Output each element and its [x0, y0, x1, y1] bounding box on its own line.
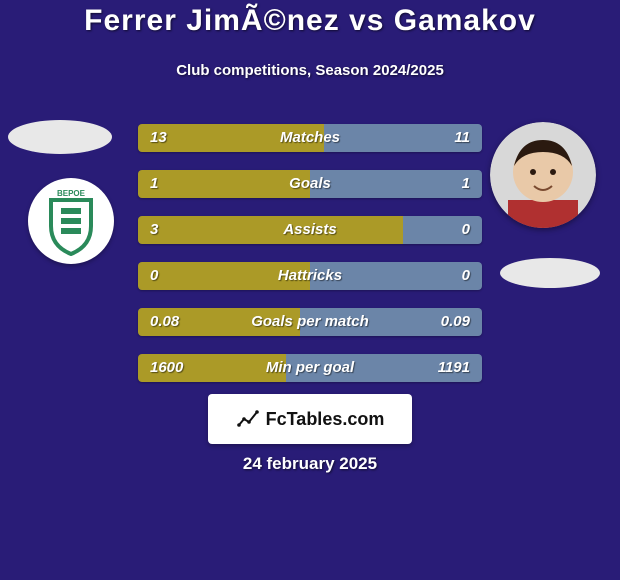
stat-row: 0.08Goals per match0.09 — [138, 308, 482, 336]
source-badge: FcTables.com — [208, 394, 412, 444]
stat-label: Assists — [138, 216, 482, 244]
stat-row: 1600Min per goal1191 — [138, 354, 482, 382]
player-right-avatar — [490, 122, 596, 228]
stat-value-right: 11 — [454, 124, 470, 152]
stat-value-right: 0 — [462, 216, 470, 244]
stat-label: Goals — [138, 170, 482, 198]
stat-value-right: 0.09 — [441, 308, 470, 336]
source-badge-text: FcTables.com — [266, 409, 385, 430]
stat-row: 13Matches11 — [138, 124, 482, 152]
stats-comparison: 13Matches111Goals13Assists00Hattricks00.… — [138, 124, 482, 400]
page-title: Ferrer JimÃ©nez vs Gamakov — [0, 4, 620, 38]
stat-label: Matches — [138, 124, 482, 152]
player-left-avatar-placeholder — [8, 120, 112, 154]
stat-row: 1Goals1 — [138, 170, 482, 198]
stat-value-right: 0 — [462, 262, 470, 290]
stat-label: Min per goal — [138, 354, 482, 382]
chart-icon — [236, 407, 260, 431]
date-text: 24 february 2025 — [0, 454, 620, 474]
stat-value-right: 1191 — [438, 354, 470, 382]
player-left-club-logo: BEPOE — [28, 178, 114, 264]
player-right-club-placeholder — [500, 258, 600, 288]
stat-row: 3Assists0 — [138, 216, 482, 244]
club-shield-icon: BEPOE — [41, 186, 101, 256]
svg-text:BEPOE: BEPOE — [57, 189, 86, 198]
stat-label: Hattricks — [138, 262, 482, 290]
subtitle: Club competitions, Season 2024/2025 — [0, 62, 620, 79]
stat-value-right: 1 — [462, 170, 470, 198]
comparison-infographic: Ferrer JimÃ©nez vs Gamakov Club competit… — [0, 0, 620, 580]
stat-row: 0Hattricks0 — [138, 262, 482, 290]
stat-label: Goals per match — [138, 308, 482, 336]
